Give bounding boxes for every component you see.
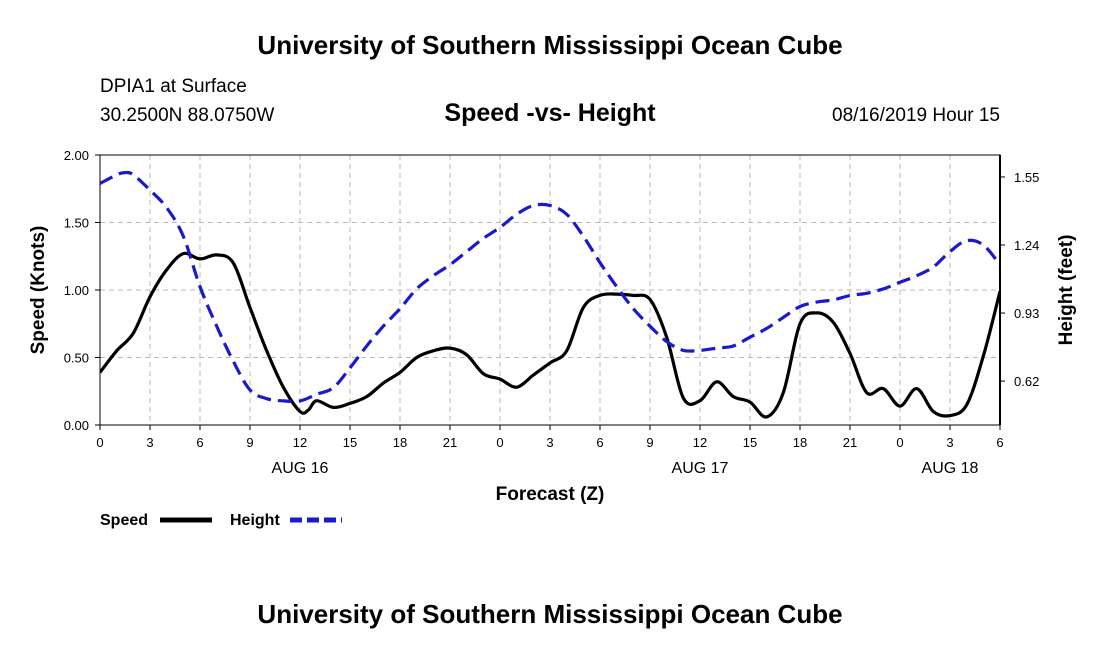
y2-axis-label: Height (feet) xyxy=(1056,235,1077,346)
day-label: AUG 17 xyxy=(672,460,729,477)
legend-label-speed: Speed xyxy=(100,512,148,529)
y2-tick-label: 1.55 xyxy=(1014,170,1039,185)
y-tick-label: 0.50 xyxy=(64,351,89,366)
y2-tick-label: 0.62 xyxy=(1014,374,1039,389)
legend: Speed Height xyxy=(100,512,342,529)
station-coordinates: 30.2500N 88.0750W xyxy=(100,105,275,126)
y-tick-label: 1.00 xyxy=(64,283,89,298)
y2-tick-label: 0.93 xyxy=(1014,306,1039,321)
x-tick-label: 9 xyxy=(246,435,253,450)
bottom-title: University of Southern Mississippi Ocean… xyxy=(257,599,843,629)
x-tick-label: 0 xyxy=(896,435,903,450)
x-tick-label: 6 xyxy=(996,435,1003,450)
x-tick-label: 21 xyxy=(443,435,457,450)
x-tick-label: 0 xyxy=(496,435,503,450)
x-tick-label: 18 xyxy=(793,435,807,450)
x-tick-label: 0 xyxy=(96,435,103,450)
x-tick-label: 15 xyxy=(743,435,757,450)
grid-lines xyxy=(100,155,1000,425)
y-tick-label: 1.50 xyxy=(64,216,89,231)
legend-label-height: Height xyxy=(230,512,280,529)
x-tick-label: 12 xyxy=(293,435,307,450)
x-tick-label: 21 xyxy=(843,435,857,450)
x-tick-label: 18 xyxy=(393,435,407,450)
y2-tick-label: 1.24 xyxy=(1014,238,1039,253)
y-tick-label: 2.00 xyxy=(64,148,89,163)
x-tick-label: 6 xyxy=(596,435,603,450)
axis-ticks: 0 3 6 9 12 15 18 21 0 3 6 9 12 15 18 21 0 3 6 AUG 16 AUG 17 A… xyxy=(64,148,1040,477)
y-tick-label: 0.00 xyxy=(64,418,89,433)
x-tick-label: 6 xyxy=(196,435,203,450)
x-tick-label: 3 xyxy=(546,435,553,450)
forecast-date: 08/16/2019 Hour 15 xyxy=(832,105,1000,126)
chart-title: Speed -vs- Height xyxy=(444,99,656,127)
x-tick-label: 3 xyxy=(146,435,153,450)
x-tick-label: 3 xyxy=(946,435,953,450)
x-tick-label: 9 xyxy=(646,435,653,450)
y-axis-label: Speed (Knots) xyxy=(28,226,49,355)
height-series-line xyxy=(100,170,1000,404)
station-name: DPIA1 at Surface xyxy=(100,76,247,97)
day-label: AUG 18 xyxy=(922,460,979,477)
x-tick-label: 12 xyxy=(693,435,707,450)
x-axis-label: Forecast (Z) xyxy=(496,484,605,505)
x-tick-label: 15 xyxy=(343,435,357,450)
top-title: University of Southern Mississippi Ocean… xyxy=(257,30,843,60)
day-label: AUG 16 xyxy=(272,460,329,477)
speed-series-line xyxy=(100,251,1000,419)
series-lines xyxy=(100,170,1000,419)
